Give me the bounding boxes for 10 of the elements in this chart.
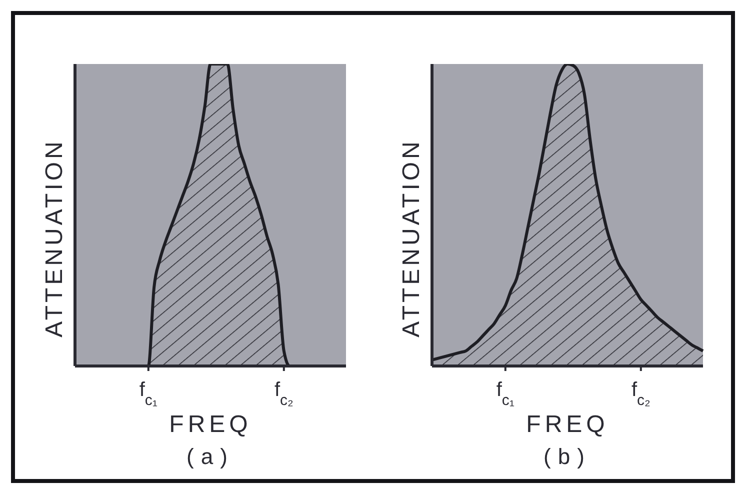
text: (a): [186, 444, 236, 470]
x-tick-label: f$_{c₂}$: [274, 379, 294, 408]
text: (b): [542, 444, 592, 470]
x-tick-label: f$_{c₂}$: [631, 379, 651, 408]
x-tick-label: f$_{c₁}$: [139, 379, 158, 408]
y-axis-title: ATTENUATION: [398, 138, 424, 338]
x-tick-label: f$_{c₁}$: [496, 379, 514, 408]
x-axis-title: FREQ: [169, 411, 252, 438]
x-axis-title: FREQ: [526, 411, 609, 438]
y-axis-title: ATTENUATION: [40, 138, 68, 338]
